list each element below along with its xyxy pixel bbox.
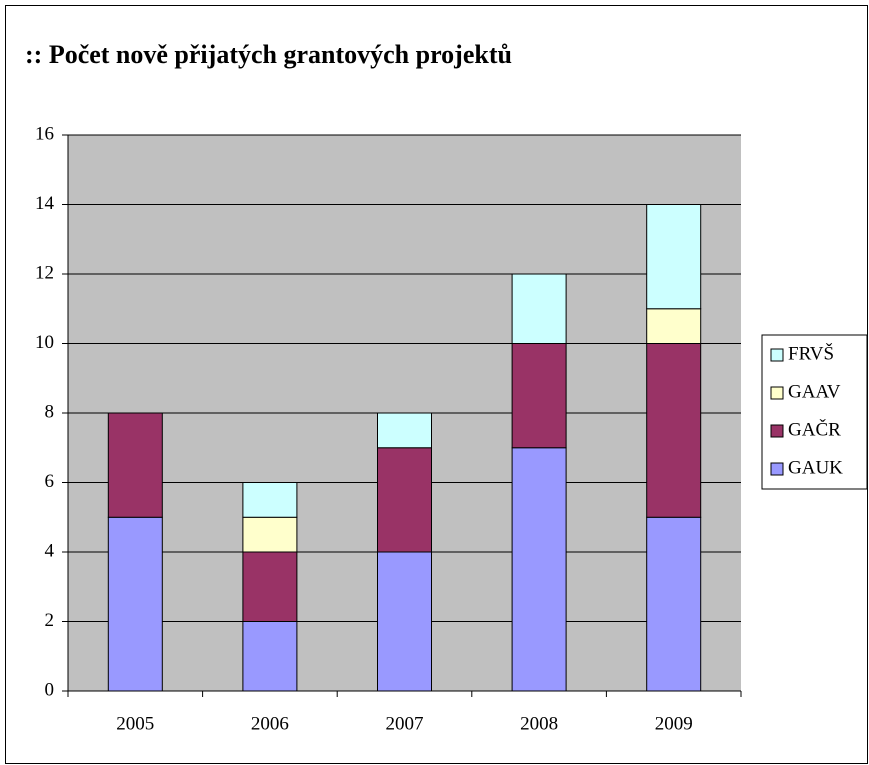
y-tick-label: 14 [35,193,55,214]
x-tick-label: 2008 [520,713,558,734]
bar-segment [242,551,298,622]
bar-segment [646,204,702,310]
chart-title: :: Počet nově přijatých grantových proje… [25,40,512,69]
x-tick-label: 2006 [251,713,289,734]
y-tick-label: 10 [35,332,54,353]
bar-segment [377,447,432,553]
bar-segment [511,343,567,449]
y-tick-label: 4 [45,540,55,561]
bar-segment [377,412,432,449]
legend-label: GAAV [788,381,841,402]
bar-segment [377,551,432,692]
x-tick-label: 2009 [655,713,693,734]
legend-swatch [770,348,784,362]
x-tick-label: 2007 [386,713,424,734]
bar-segment [646,308,702,344]
bar-segment [107,412,163,518]
legend-swatch [770,386,784,400]
y-tick-label: 0 [45,679,55,700]
bar-segment [107,516,163,692]
bar-segment [646,343,702,518]
x-tick-label: 2005 [116,713,154,734]
y-tick-label: 12 [35,262,54,283]
legend-swatch [770,462,784,476]
legend-label: FRVŠ [788,342,834,364]
bar-segment [242,482,298,518]
legend-swatch [770,424,784,438]
bar-segment [511,273,567,344]
y-tick-label: 6 [45,471,55,492]
bar-segment [511,447,567,692]
bar-segment [242,621,298,692]
y-tick-label: 8 [45,401,55,422]
bar-segment [242,516,298,553]
legend-label: GAČR [788,418,841,440]
y-tick-label: 2 [45,610,55,631]
legend-label: GAUK [788,457,843,478]
bar-segment [646,516,702,692]
y-tick-label: 16 [35,123,54,144]
